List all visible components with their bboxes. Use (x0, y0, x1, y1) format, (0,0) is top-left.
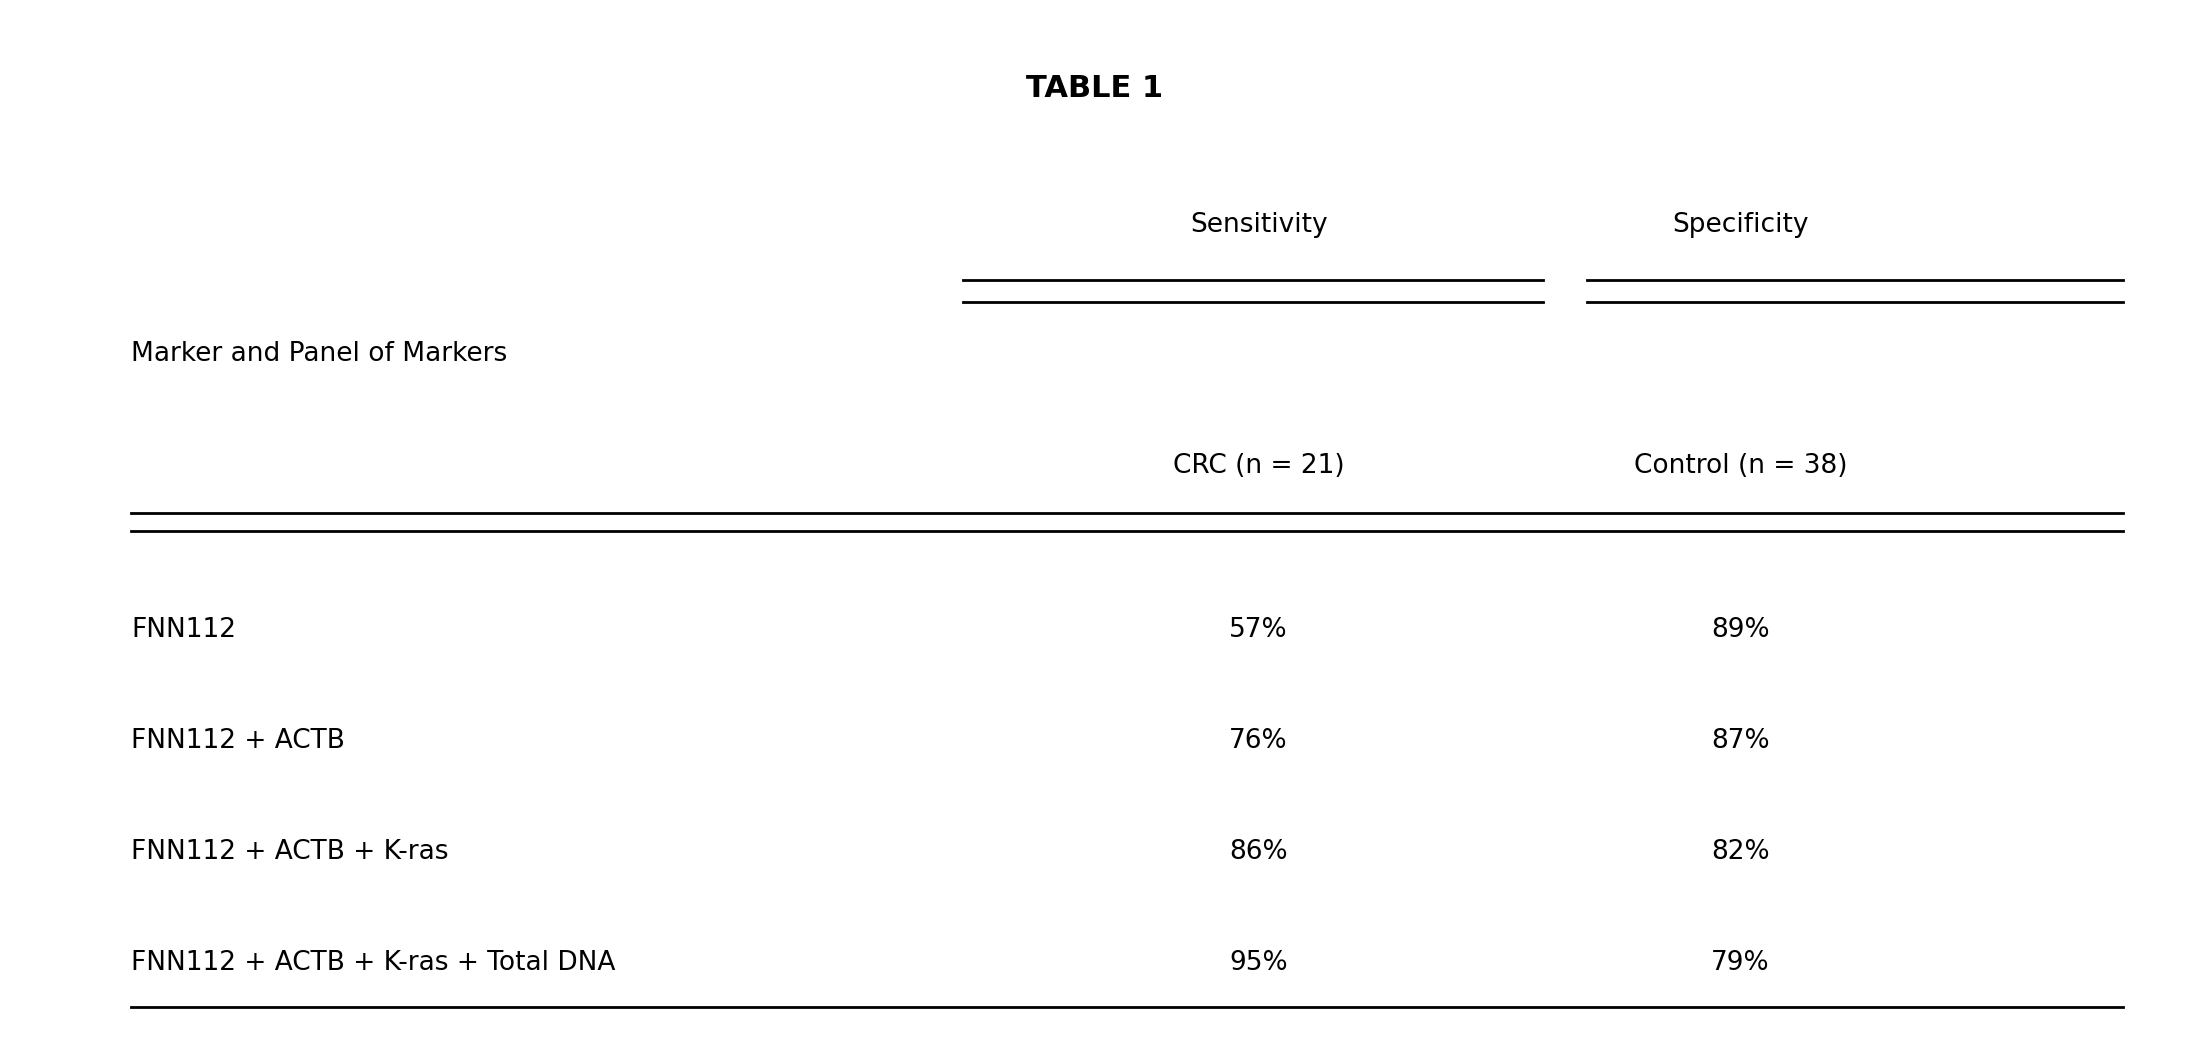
Text: Control (n = 38): Control (n = 38) (1633, 453, 1848, 478)
Text: FNN112 + ACTB + K-ras: FNN112 + ACTB + K-ras (131, 839, 449, 864)
Text: 95%: 95% (1230, 950, 1287, 975)
Text: FNN112: FNN112 (131, 617, 236, 642)
Text: 87%: 87% (1712, 728, 1769, 753)
Text: Sensitivity: Sensitivity (1191, 212, 1327, 238)
Text: Marker and Panel of Markers: Marker and Panel of Markers (131, 342, 508, 367)
Text: CRC (n = 21): CRC (n = 21) (1173, 453, 1344, 478)
Text: 76%: 76% (1230, 728, 1287, 753)
Text: FNN112 + ACTB: FNN112 + ACTB (131, 728, 346, 753)
Text: 57%: 57% (1230, 617, 1287, 642)
Text: 89%: 89% (1712, 617, 1769, 642)
Text: 79%: 79% (1712, 950, 1769, 975)
Text: Specificity: Specificity (1672, 212, 1808, 238)
Text: 82%: 82% (1712, 839, 1769, 864)
Text: TABLE 1: TABLE 1 (1027, 74, 1162, 103)
Text: 86%: 86% (1230, 839, 1287, 864)
Text: FNN112 + ACTB + K-ras + Total DNA: FNN112 + ACTB + K-ras + Total DNA (131, 950, 615, 975)
